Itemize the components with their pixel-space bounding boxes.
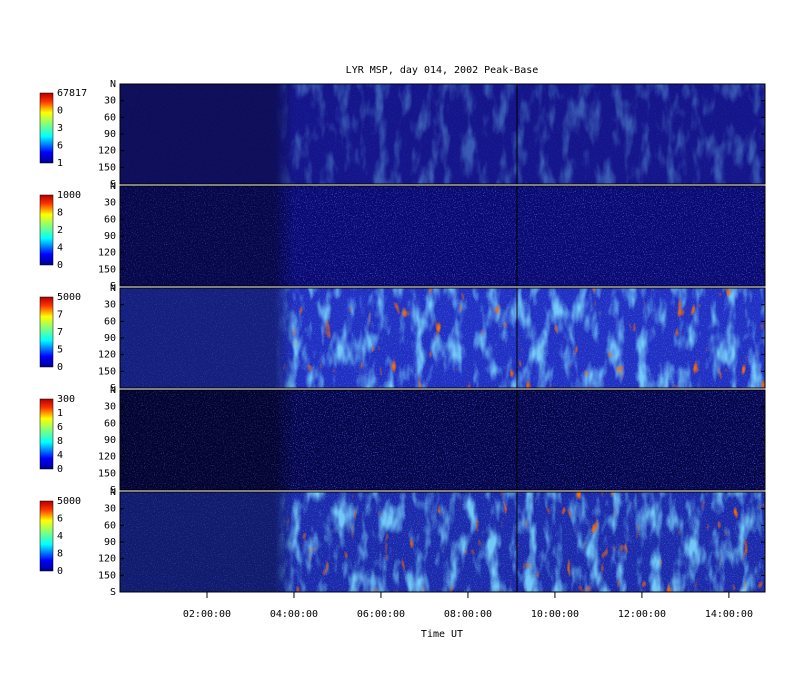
y-tick-label: 150 [98, 468, 116, 479]
y-tick-label: N [110, 181, 116, 192]
y-tick-label: N [110, 79, 116, 90]
y-tick-label: 30 [104, 504, 116, 515]
colorbar-label: 7 [57, 327, 63, 338]
colorbar-label: 300 [57, 394, 75, 405]
colorbar-label: 8 [57, 436, 63, 447]
colorbar [39, 92, 54, 164]
colorbar-label: 2 [57, 225, 63, 236]
keogram-night [120, 390, 765, 490]
y-tick-label: N [110, 487, 116, 498]
y-tick-label: 150 [98, 264, 116, 275]
keogram-night [120, 186, 765, 286]
y-tick-label: 90 [104, 129, 116, 140]
y-tick-label: S [110, 179, 116, 190]
colorbar [39, 296, 54, 368]
y-tick-label: 150 [98, 366, 116, 377]
y-tick-label: N [110, 283, 116, 294]
colorbar-label: 5000 [57, 292, 81, 303]
y-tick-label: 60 [104, 214, 116, 225]
x-tick-label: 12:00:00 [618, 609, 666, 620]
colorbar-label: 4 [57, 243, 63, 254]
colorbar-label: 6 [57, 514, 63, 525]
y-tick-label: 60 [104, 520, 116, 531]
colorbar-label: 4 [57, 531, 63, 542]
y-tick-label: 120 [98, 452, 116, 463]
colorbar-label: 5000 [57, 496, 81, 507]
colorbar-label: 1 [57, 408, 63, 419]
y-tick-label: 30 [104, 96, 116, 107]
y-tick-label: S [110, 587, 116, 598]
y-tick-label: N [110, 385, 116, 396]
x-tick-label: 08:00:00 [444, 609, 492, 620]
y-tick-label: S [110, 383, 116, 394]
y-tick-label: 90 [104, 537, 116, 548]
x-tick-label: 02:00:00 [183, 609, 231, 620]
keogram-night [120, 288, 765, 388]
x-tick-label: 06:00:00 [357, 609, 405, 620]
colorbar [39, 398, 54, 470]
x-tick-label: 04:00:00 [270, 609, 318, 620]
y-tick-label: S [110, 485, 116, 496]
panel: N 30 60 90 120 150 S 1000 8 2 4 0 [39, 181, 766, 292]
y-tick-label: 90 [104, 435, 116, 446]
colorbar-label: 0 [57, 362, 63, 373]
colorbar-label: 0 [57, 106, 63, 117]
colorbar [39, 500, 54, 572]
y-tick-label: 150 [98, 162, 116, 173]
chart-title: LYR MSP, day 014, 2002 Peak-Base [346, 65, 539, 76]
colorbar-label: 6 [57, 141, 63, 152]
y-tick-label: 60 [104, 112, 116, 123]
y-tick-label: 90 [104, 333, 116, 344]
y-tick-label: 120 [98, 554, 116, 565]
colorbar-label: 6 [57, 422, 63, 433]
colorbar-label: 5 [57, 345, 63, 356]
colorbar-label: 7 [57, 310, 63, 321]
y-tick-label: 30 [104, 198, 116, 209]
panel: N 30 60 90 120 150 S 5000 7 7 5 0 [39, 283, 766, 394]
y-tick-label: 120 [98, 248, 116, 259]
y-tick-label: 60 [104, 316, 116, 327]
colorbar-label: 0 [57, 260, 63, 271]
y-tick-label: 30 [104, 300, 116, 311]
colorbar-label: 1000 [57, 190, 81, 201]
colorbar-label: 8 [57, 549, 63, 560]
colorbar-label: 4 [57, 450, 63, 461]
colorbar-label: 8 [57, 208, 63, 219]
y-tick-label: 30 [104, 402, 116, 413]
colorbar-label: 67817 [57, 88, 87, 99]
colorbar [39, 194, 54, 266]
x-tick-label: 10:00:00 [531, 609, 579, 620]
keogram-night [120, 84, 765, 184]
y-tick-label: 150 [98, 570, 116, 581]
y-tick-label: 120 [98, 146, 116, 157]
y-tick-label: 60 [104, 418, 116, 429]
panel: N 30 60 90 120 150 S 5000 6 4 8 0 [39, 487, 766, 598]
keogram-night [120, 492, 765, 592]
colorbar-label: 0 [57, 464, 63, 475]
panel: N 30 60 90 120 150 S 67817 0 3 6 1 [39, 79, 766, 190]
y-tick-label: S [110, 281, 116, 292]
colorbar-label: 0 [57, 566, 63, 577]
x-axis-label: Time UT [421, 629, 463, 640]
y-tick-label: 120 [98, 350, 116, 361]
x-tick-label: 14:00:00 [705, 609, 753, 620]
panel: N 30 60 90 120 150 S 300 1 6 8 4 0 [39, 385, 766, 496]
colorbar-label: 3 [57, 123, 63, 134]
y-tick-label: 90 [104, 231, 116, 242]
colorbar-label: 1 [57, 158, 63, 169]
